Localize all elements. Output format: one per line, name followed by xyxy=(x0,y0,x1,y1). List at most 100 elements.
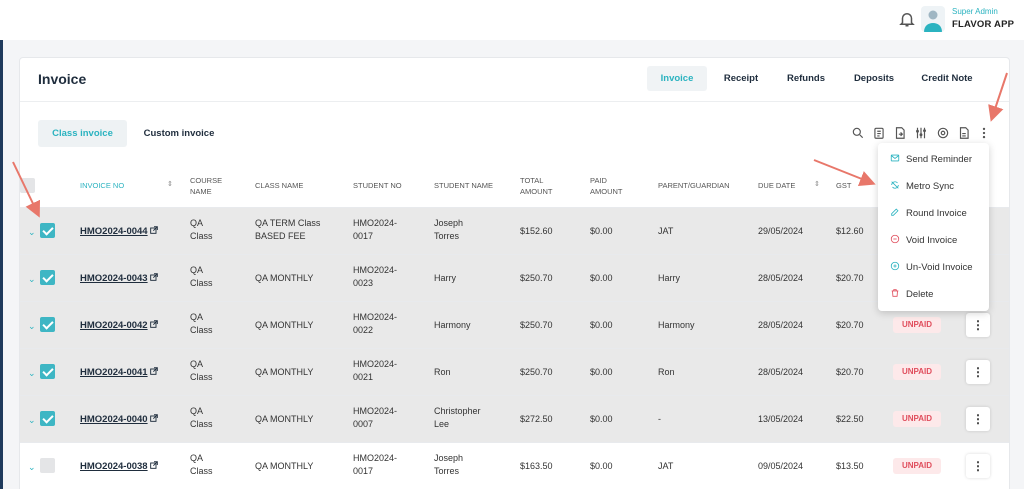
invoice-no-link[interactable]: HMO2024-0043 xyxy=(80,272,158,285)
invoice-no-link[interactable]: HMO2024-0041 xyxy=(80,366,158,379)
student-no: HMO2024- 0021 xyxy=(353,359,398,382)
menu-item-unvoid-invoice[interactable]: Un-Void Invoice xyxy=(890,261,973,275)
menu-item-void-invoice[interactable]: Void Invoice xyxy=(890,234,957,248)
table-row[interactable]: ⌄ HMO2024-0044 QA Class QA TERM Class BASED F… xyxy=(20,207,1009,254)
settings-gear-icon[interactable] xyxy=(936,126,950,140)
table-row[interactable]: ⌄ HMO2024-0038 QA Class QA MONTHLY HMO2024- 00… xyxy=(20,442,1009,489)
invoice-no-link[interactable]: HMO2024-0038 xyxy=(80,460,158,473)
paid-amount: $0.00 xyxy=(590,273,613,283)
sort-icon[interactable]: ⇕ xyxy=(167,181,173,188)
invoice-no-link[interactable]: HMO2024-0040 xyxy=(80,413,158,426)
class-name: QA MONTHLY xyxy=(255,461,314,471)
more-vertical-icon[interactable] xyxy=(977,126,991,140)
gst-amount: $22.50 xyxy=(836,414,864,424)
col-student-name[interactable]: STUDENT NAME xyxy=(434,181,494,190)
sort-icon[interactable]: ⇕ xyxy=(814,181,820,188)
external-link-icon[interactable] xyxy=(149,461,158,469)
course-name: QA Class xyxy=(190,265,213,288)
top-bar: Super Admin FLAVOR APP xyxy=(0,0,1024,40)
col-student-no[interactable]: STUDENT NO xyxy=(353,181,402,190)
export-doc-icon[interactable] xyxy=(893,126,907,140)
course-name: QA Class xyxy=(190,218,213,241)
divider xyxy=(20,101,1009,102)
tab-credit-note[interactable]: Credit Note xyxy=(921,73,973,84)
menu-item-delete[interactable]: Delete xyxy=(890,288,933,302)
col-class-name[interactable]: CLASS NAME xyxy=(255,181,304,190)
parent-guardian: Ron xyxy=(658,367,675,377)
col-gst[interactable]: GST xyxy=(836,181,852,190)
menu-item-send-reminder[interactable]: Send Reminder xyxy=(890,153,972,167)
tab-receipt[interactable]: Receipt xyxy=(723,73,759,84)
paid-amount: $0.00 xyxy=(590,367,613,377)
tab-deposits[interactable]: Deposits xyxy=(853,73,895,84)
table-row[interactable]: ⌄ HMO2024-0040 QA Class QA MONTHLY HMO2024- 00… xyxy=(20,395,1009,442)
col-parent-guardian[interactable]: PARENT/GUARDIAN xyxy=(658,181,730,190)
row-checkbox[interactable] xyxy=(40,411,55,426)
parent-guardian: - xyxy=(658,414,661,424)
student-no: HMO2024- 0022 xyxy=(353,312,398,335)
chevron-down-icon[interactable]: ⌄ xyxy=(28,321,36,331)
tab-custom-invoice[interactable]: Custom invoice xyxy=(143,128,215,139)
external-link-icon[interactable] xyxy=(149,226,158,234)
student-no: HMO2024- 0007 xyxy=(353,406,398,429)
external-link-icon[interactable] xyxy=(149,273,158,281)
student-no: HMO2024- 0023 xyxy=(353,265,398,288)
row-checkbox[interactable] xyxy=(40,364,55,379)
total-amount: $163.50 xyxy=(520,461,553,471)
col-invoice-no[interactable]: INVOICE NO xyxy=(80,181,125,190)
student-no: HMO2024- 0017 xyxy=(353,218,398,241)
due-date: 29/05/2024 xyxy=(758,226,804,236)
col-total-amount[interactable]: TOTAL AMOUNT xyxy=(520,176,553,196)
external-link-icon[interactable] xyxy=(149,414,158,422)
select-all-checkbox[interactable] xyxy=(20,178,35,193)
class-name: QA MONTHLY xyxy=(255,367,314,377)
chevron-down-icon[interactable]: ⌄ xyxy=(28,415,36,425)
table-row[interactable]: ⌄ HMO2024-0041 QA Class QA MONTHLY HMO2024- 00… xyxy=(20,348,1009,395)
tab-refunds[interactable]: Refunds xyxy=(787,73,825,84)
tab-class-invoice[interactable]: Class invoice xyxy=(38,120,127,147)
gst-amount: $20.70 xyxy=(836,367,864,377)
chevron-down-icon[interactable]: ⌄ xyxy=(28,274,36,284)
paid-amount: $0.00 xyxy=(590,414,613,424)
student-name: Ron xyxy=(434,367,451,377)
class-name: QA TERM Class BASED FEE xyxy=(255,218,321,241)
row-checkbox[interactable] xyxy=(40,458,55,473)
total-amount: $250.70 xyxy=(520,273,553,283)
external-link-icon[interactable] xyxy=(149,367,158,375)
col-paid-amount[interactable]: PAID AMOUNT xyxy=(590,176,623,196)
filter-sliders-icon[interactable] xyxy=(914,126,928,140)
menu-item-label: Metro Sync xyxy=(906,181,955,192)
row-actions-button[interactable]: ⋮ xyxy=(966,407,990,431)
col-course-name[interactable]: COURSE NAME xyxy=(190,176,223,196)
row-actions-button[interactable]: ⋮ xyxy=(966,360,990,384)
due-date: 28/05/2024 xyxy=(758,320,804,330)
course-name: QA Class xyxy=(190,406,213,429)
table-row[interactable]: ⌄ HMO2024-0043 QA Class QA MONTHLY HMO2024- 00… xyxy=(20,254,1009,301)
course-name: QA Class xyxy=(190,312,213,335)
row-checkbox[interactable] xyxy=(40,223,55,238)
class-name: QA MONTHLY xyxy=(255,320,314,330)
chevron-down-icon[interactable]: ⌄ xyxy=(28,227,36,237)
external-link-icon[interactable] xyxy=(149,320,158,328)
table-row[interactable]: ⌄ HMO2024-0042 QA Class QA MONTHLY HMO2024- 00… xyxy=(20,301,1009,348)
row-actions-button[interactable]: ⋮ xyxy=(966,313,990,337)
mail-icon xyxy=(890,154,900,162)
avatar[interactable] xyxy=(921,6,945,32)
menu-item-metro-sync[interactable]: Metro Sync xyxy=(890,180,954,194)
invoice-no-link[interactable]: HMO2024-0042 xyxy=(80,319,158,332)
tab-invoice[interactable]: Invoice xyxy=(647,66,707,91)
chevron-down-icon[interactable]: ⌄ xyxy=(28,368,36,378)
row-checkbox[interactable] xyxy=(40,270,55,285)
due-date: 28/05/2024 xyxy=(758,273,804,283)
row-checkbox[interactable] xyxy=(40,317,55,332)
menu-item-round-invoice[interactable]: Round Invoice xyxy=(890,207,967,221)
invoice-no-link[interactable]: HMO2024-0044 xyxy=(80,225,158,238)
col-due-date[interactable]: DUE DATE xyxy=(758,181,796,190)
file-icon[interactable] xyxy=(957,126,971,140)
chevron-down-icon[interactable]: ⌄ xyxy=(28,462,36,472)
clipboard-icon[interactable] xyxy=(872,126,886,140)
row-actions-button[interactable]: ⋮ xyxy=(966,454,990,478)
bell-icon[interactable] xyxy=(898,10,916,28)
search-icon[interactable] xyxy=(851,126,865,140)
status-badge: UNPAID xyxy=(893,317,941,333)
